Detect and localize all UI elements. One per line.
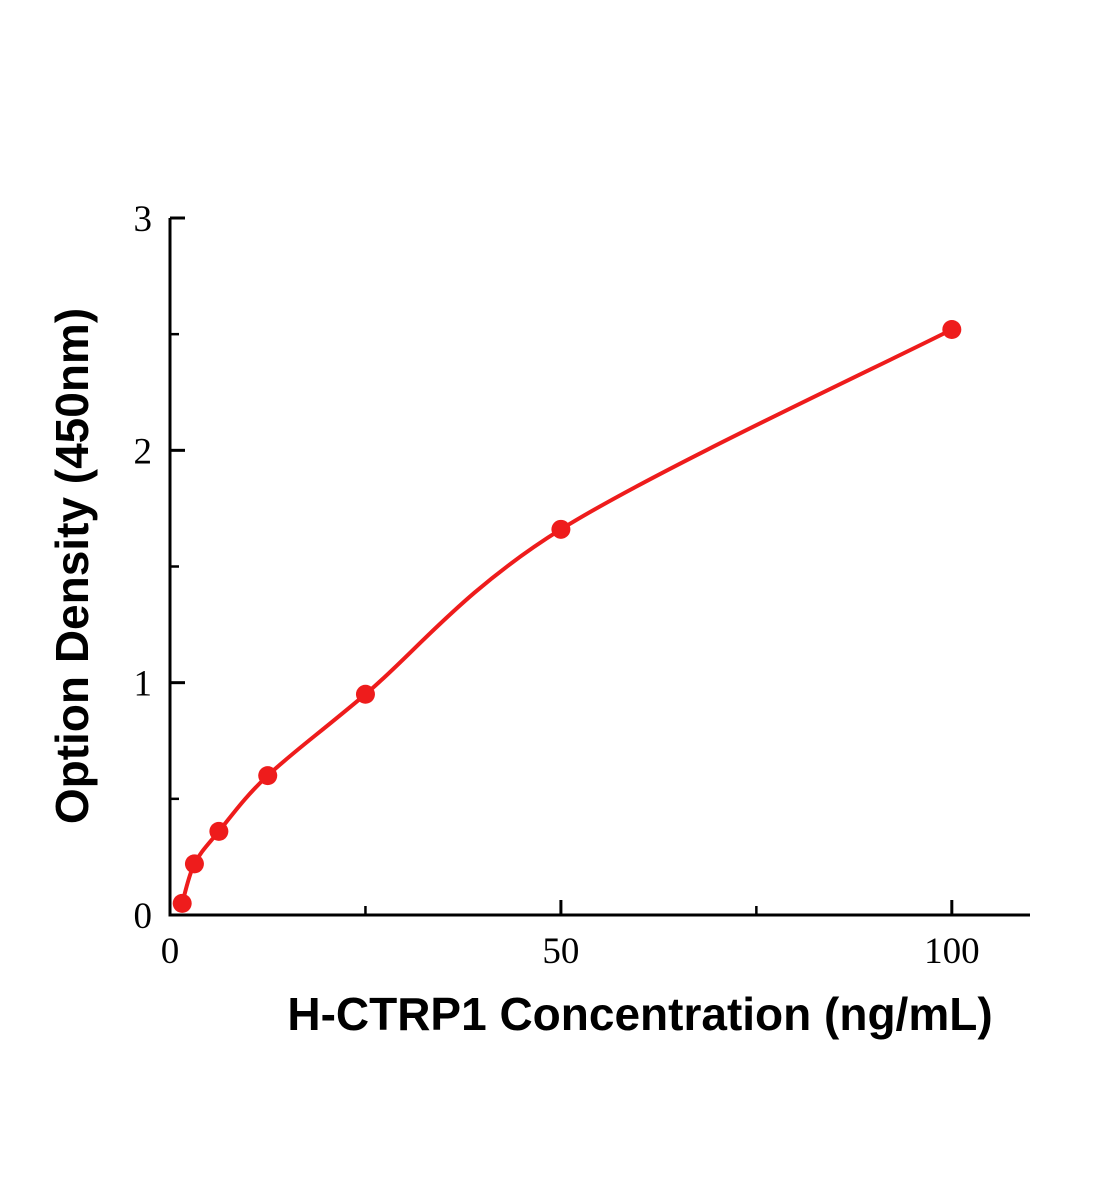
x-tick-label: 100 <box>924 931 980 972</box>
data-point <box>184 854 204 874</box>
y-tick-label: 2 <box>134 431 153 472</box>
axes-layer: 0 50 100 0 1 2 3 <box>134 199 1030 972</box>
x-tick-label: 0 <box>161 931 180 972</box>
y-tick-label: 1 <box>134 664 153 705</box>
fit-curve <box>180 327 954 906</box>
x-axis-label: H-CTRP1 Concentration (ng/mL) <box>287 988 992 1040</box>
data-point <box>258 766 278 786</box>
data-point <box>172 893 192 913</box>
x-tick-label: 50 <box>542 931 579 972</box>
y-tick-label: 0 <box>134 896 153 937</box>
data-layer <box>172 320 962 913</box>
data-point <box>355 684 375 704</box>
data-point <box>942 320 962 340</box>
data-point <box>209 821 229 841</box>
y-axis-label: Option Density (450nm) <box>46 308 98 824</box>
data-point <box>551 519 571 539</box>
y-tick-label: 3 <box>134 199 153 240</box>
